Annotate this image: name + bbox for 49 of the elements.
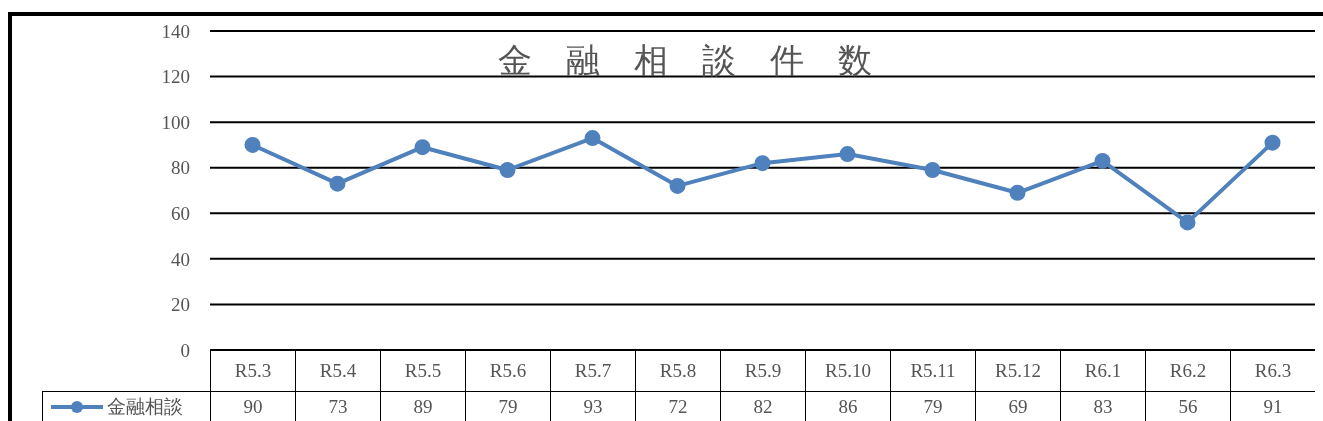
x-tick-label: R5.6 — [465, 350, 550, 392]
x-tick-label: R5.10 — [805, 350, 890, 392]
data-label: 93 — [550, 391, 635, 421]
point — [1009, 184, 1026, 201]
chart-title: 金 融 相 談 件 数 — [497, 41, 873, 81]
x-tick-label: R6.1 — [1060, 350, 1145, 392]
data-label: 69 — [975, 391, 1060, 421]
y-tick-label: 120 — [161, 66, 190, 88]
data-label: 86 — [805, 391, 890, 421]
data-label: 83 — [1060, 391, 1145, 421]
x-tick-label: R5.4 — [295, 350, 380, 392]
point — [1264, 134, 1281, 151]
x-tick-label: R6.3 — [1230, 350, 1315, 392]
y-tick-label: 140 — [161, 20, 190, 42]
data-label: 91 — [1230, 391, 1315, 421]
point — [1179, 214, 1196, 231]
x-tick-label: R5.9 — [720, 350, 805, 392]
y-tick-label: 100 — [161, 111, 190, 133]
point — [924, 161, 941, 178]
data-label: 79 — [890, 391, 975, 421]
x-tick-label: R5.3 — [210, 350, 295, 392]
data-label: 90 — [210, 391, 295, 421]
point — [1094, 152, 1111, 169]
legend-label: 金融相談 — [107, 395, 183, 419]
x-tick-label: R6.2 — [1145, 350, 1230, 392]
point — [669, 177, 686, 194]
data-label: 56 — [1145, 391, 1230, 421]
data-label: 89 — [380, 391, 465, 421]
data-label: 82 — [720, 391, 805, 421]
x-tick-label: R5.8 — [635, 350, 720, 392]
point — [754, 155, 771, 172]
point — [499, 161, 516, 178]
y-tick-label: 20 — [171, 294, 190, 316]
point — [414, 139, 431, 156]
data-label: 72 — [635, 391, 720, 421]
y-tick-label: 0 — [180, 339, 190, 361]
point — [329, 175, 346, 192]
x-tick-label: R5.12 — [975, 350, 1060, 392]
data-label: 79 — [465, 391, 550, 421]
x-tick-label: R5.11 — [890, 350, 975, 392]
y-tick-label: 80 — [171, 157, 190, 179]
y-tick-label: 40 — [171, 248, 190, 270]
point — [244, 136, 261, 153]
x-tick-label: R5.5 — [380, 350, 465, 392]
data-label: 73 — [295, 391, 380, 421]
x-tick-label: R5.7 — [550, 350, 635, 392]
point — [584, 130, 601, 147]
point — [839, 146, 856, 163]
y-tick-label: 60 — [171, 203, 190, 225]
